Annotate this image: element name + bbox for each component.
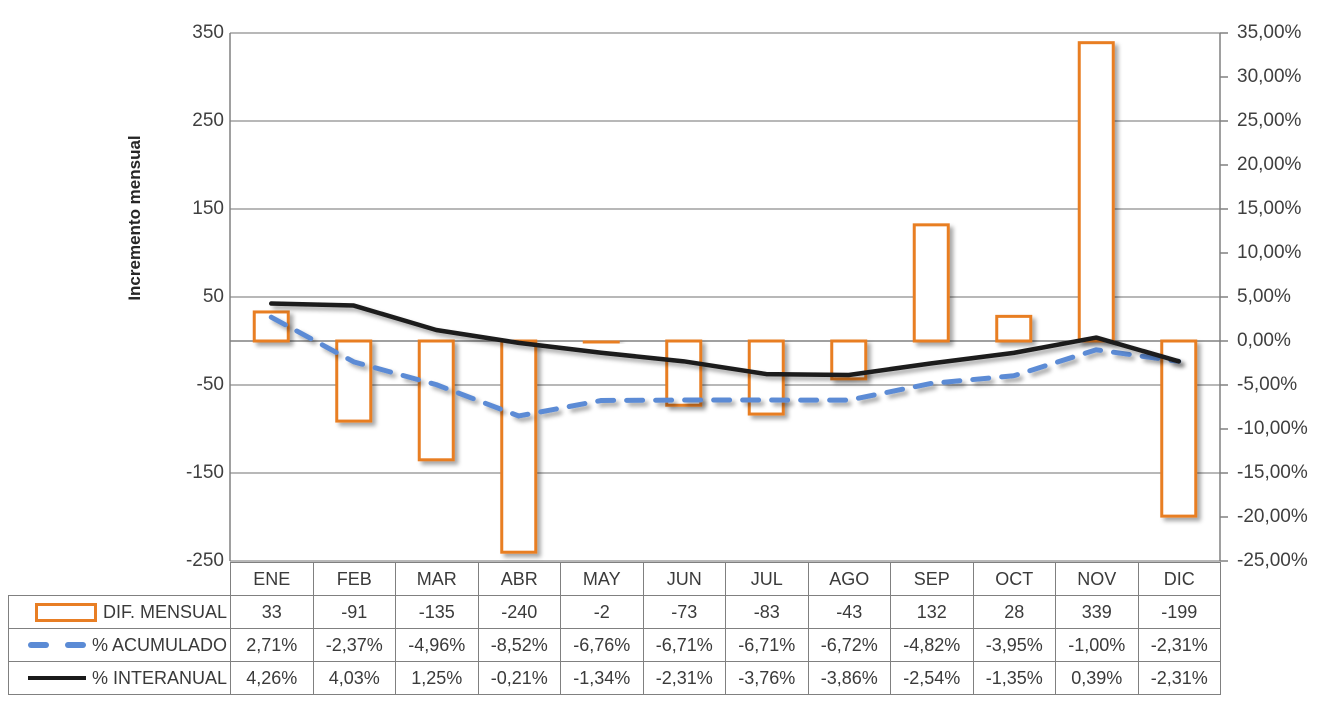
legend-swatch-dashed-line xyxy=(27,642,86,648)
month-header-cell: JUN xyxy=(642,562,726,596)
month-header-cell: AGO xyxy=(807,562,891,596)
table-cell: 2,71% xyxy=(230,628,314,662)
table-cell: -4,82% xyxy=(890,628,974,662)
table-cell: -1,35% xyxy=(972,661,1056,695)
y2-axis-tick-label: 5,00% xyxy=(1237,286,1291,307)
month-header-cell: MAR xyxy=(395,562,479,596)
y2-axis-tick-label: 0,00% xyxy=(1237,330,1291,351)
table-cell: 339 xyxy=(1055,595,1139,629)
table-cell: -2,54% xyxy=(890,661,974,695)
table-cell: 1,25% xyxy=(395,661,479,695)
bar-dif-mensual xyxy=(335,339,373,423)
bar-dif-mensual xyxy=(665,339,703,407)
bar-dif-mensual xyxy=(995,314,1033,343)
table-cell: -73 xyxy=(642,595,726,629)
bar-dif-mensual xyxy=(747,339,785,416)
table-cell: -43 xyxy=(807,595,891,629)
table-cell: -83 xyxy=(725,595,809,629)
y2-axis-tick-label: -20,00% xyxy=(1237,506,1308,527)
table-cell: -1,00% xyxy=(1055,628,1139,662)
table-cell: -3,95% xyxy=(972,628,1056,662)
y-axis-tick-label: 150 xyxy=(192,198,224,219)
table-cell: -2 xyxy=(560,595,644,629)
bar-dif-mensual xyxy=(1077,41,1115,343)
y2-axis-tick-label: -5,00% xyxy=(1237,374,1298,395)
legend-label: % INTERANUAL xyxy=(91,667,227,688)
legend-swatch-solid-line xyxy=(27,676,86,680)
table-cell: -240 xyxy=(477,595,561,629)
y-axis-tick-label: -250 xyxy=(185,550,224,571)
table-cell: -6,71% xyxy=(725,628,809,662)
table-cell: 28 xyxy=(972,595,1056,629)
table-cell: 33 xyxy=(230,595,314,629)
y2-axis-tick-label: 15,00% xyxy=(1237,198,1302,219)
month-header-cell: ABR xyxy=(477,562,561,596)
legend-swatch-bar xyxy=(34,602,97,622)
y-axis-tick-label: 250 xyxy=(192,110,224,131)
y2-axis-tick-label: -15,00% xyxy=(1237,462,1308,483)
table-cell: -6,76% xyxy=(560,628,644,662)
y2-axis-tick-label: -10,00% xyxy=(1237,418,1308,439)
month-header-cell: MAY xyxy=(560,562,644,596)
y2-axis-tick-label: 10,00% xyxy=(1237,242,1302,263)
table-cell: -3,86% xyxy=(807,661,891,695)
legend-cell-acumulado: % ACUMULADO xyxy=(8,628,231,662)
table-cell: -4,96% xyxy=(395,628,479,662)
table-cell: 4,26% xyxy=(230,661,314,695)
month-header-cell: FEB xyxy=(312,562,396,596)
bar-dif-mensual xyxy=(417,339,455,462)
table-cell: 132 xyxy=(890,595,974,629)
chart-data-table: ENE FEB MAR ABR MAY JUN JUL AGO SEP OCT NOV DIC DIF.… xyxy=(8,562,1221,695)
y-axis-tick-label: 350 xyxy=(192,22,224,43)
bar-dif-mensual xyxy=(1160,339,1198,518)
table-cell: -91 xyxy=(312,595,396,629)
table-cell: -2,37% xyxy=(312,628,396,662)
table-cell: -199 xyxy=(1137,595,1221,629)
month-header-cell: DIC xyxy=(1137,562,1221,596)
y2-axis-tick-label: 20,00% xyxy=(1237,154,1302,175)
month-header-cell: SEP xyxy=(890,562,974,596)
legend-label: % ACUMULADO xyxy=(91,634,227,655)
table-corner-blank xyxy=(9,563,231,596)
table-cell: -6,72% xyxy=(807,628,891,662)
y2-axis-tick-label: 35,00% xyxy=(1237,22,1302,43)
line-interanual xyxy=(269,301,1181,378)
bar-dif-mensual xyxy=(912,223,950,343)
legend-label: DIF. MENSUAL xyxy=(102,601,227,622)
table-cell: -3,76% xyxy=(725,661,809,695)
table-cell: -2,31% xyxy=(642,661,726,695)
month-header-cell: ENE xyxy=(230,562,314,596)
table-cell: 0,39% xyxy=(1055,661,1139,695)
table-cell: -0,21% xyxy=(477,661,561,695)
legend-cell-interanual: % INTERANUAL xyxy=(8,661,231,695)
table-cell: 4,03% xyxy=(312,661,396,695)
table-cell: -8,52% xyxy=(477,628,561,662)
y2-axis-tick-label: 25,00% xyxy=(1237,110,1302,131)
table-cell: -6,71% xyxy=(642,628,726,662)
table-cell: -2,31% xyxy=(1137,628,1221,662)
y-axis-tick-label: -150 xyxy=(185,462,224,483)
table-cell: -2,31% xyxy=(1137,661,1221,695)
month-header-cell: NOV xyxy=(1055,562,1139,596)
table-cell: -135 xyxy=(395,595,479,629)
y2-axis-tick-label: -25,00% xyxy=(1237,550,1308,571)
table-cell: -1,34% xyxy=(560,661,644,695)
line-acumulado xyxy=(268,314,1182,419)
y-axis-tick-label: -50 xyxy=(196,374,224,395)
bar-dif-mensual xyxy=(582,339,620,345)
month-header-cell: JUL xyxy=(725,562,809,596)
bar-dif-mensual xyxy=(500,339,538,554)
legend-cell-dif-mensual: DIF. MENSUAL xyxy=(8,595,231,629)
y-axis-tick-label: 50 xyxy=(202,286,224,307)
y2-axis-tick-label: 30,00% xyxy=(1237,66,1302,87)
month-header-cell: OCT xyxy=(972,562,1056,596)
